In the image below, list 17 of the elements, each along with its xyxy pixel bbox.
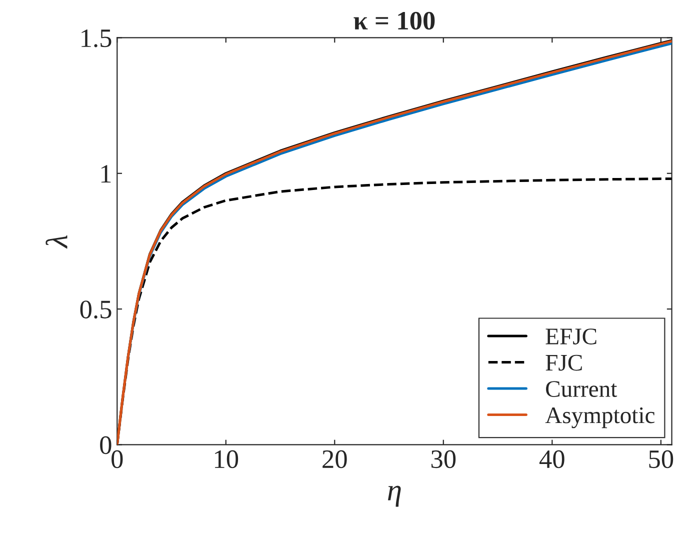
x-tick-label: 40 xyxy=(539,450,564,468)
y-tick-label: 0.5 xyxy=(80,300,112,319)
legend-label: FJC xyxy=(546,354,582,371)
y-tick-label: 0 xyxy=(100,436,112,454)
x-tick-label: 10 xyxy=(215,450,238,468)
x-tick-label: 30 xyxy=(431,450,456,468)
x-tick-label: 0 xyxy=(112,450,123,468)
y-tick-label: 1 xyxy=(101,165,111,183)
legend-label: Asymptotic xyxy=(545,407,655,428)
x-tick-label: 20 xyxy=(322,450,347,468)
chart-title: κ = 100 xyxy=(354,12,435,30)
legend-label: EFJC xyxy=(546,328,596,344)
y-tick-label: 1.5 xyxy=(82,29,112,48)
x-tick-label: 50 xyxy=(649,450,674,468)
x-axis-title: η xyxy=(388,486,401,507)
y-axis-title: λ xyxy=(46,235,68,249)
legend-label: Current xyxy=(546,381,618,398)
